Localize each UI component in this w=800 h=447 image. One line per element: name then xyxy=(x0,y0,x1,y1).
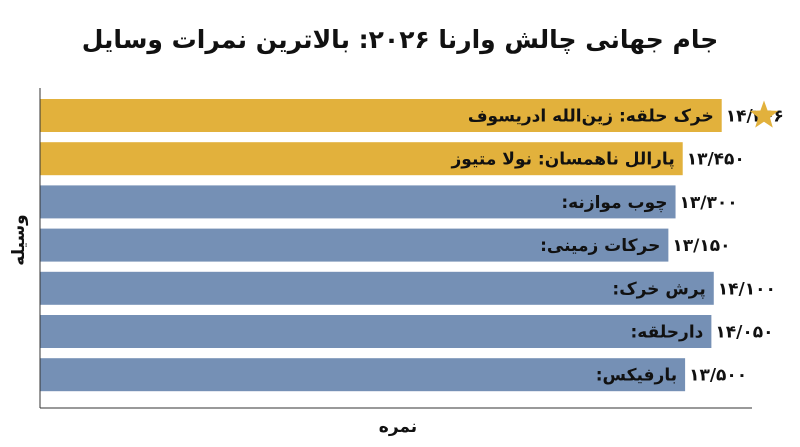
bar-value-label: ۱۴/۲۶۶ xyxy=(726,107,784,127)
star-icon xyxy=(749,100,779,128)
bar-category-label: پرش خرک: xyxy=(612,279,705,299)
bar-category-label: خرک حلقه: زین‌الله ادریسوف xyxy=(468,107,714,127)
bar xyxy=(40,142,683,176)
bar-category-label: چوب موازنه: xyxy=(561,193,667,213)
bar xyxy=(40,99,722,132)
bar-value-label: ۱۳/۱۵۰ xyxy=(672,236,730,256)
bar xyxy=(40,358,686,392)
bar-value-label: ۱۴/۰۵۰ xyxy=(715,323,773,343)
bar-value-label: ۱۳/۵۰۰ xyxy=(689,366,747,386)
bar-value-label: ۱۴/۱۰۰ xyxy=(718,279,776,299)
bars-group: ۱۴/۲۶۶ خرک حلقه: زین‌الله ادریسوف ۱۳/۴۵۰ پا… xyxy=(40,99,784,392)
bar xyxy=(40,315,712,348)
bar xyxy=(40,228,669,262)
bar-value-label: ۱۳/۴۵۰ xyxy=(687,150,745,170)
bar xyxy=(40,185,676,219)
bar-category-label: حرکات زمینی: xyxy=(540,236,660,256)
chart-title: جام جهانی چالش وارنا ۲۰۲۶: بالاترین نمرا… xyxy=(82,25,719,55)
bar-category-label: پارالل ناهمسان: نولا متیوز xyxy=(451,150,675,170)
x-axis-label: نمره xyxy=(379,417,417,437)
bar-value-label: ۱۳/۳۰۰ xyxy=(680,193,738,213)
bar-category-label: بارفیکس: xyxy=(596,366,677,386)
y-axis-label: وسیله xyxy=(9,214,29,265)
bar-category-label: دارحلقه: xyxy=(631,323,704,343)
bar xyxy=(40,271,714,305)
